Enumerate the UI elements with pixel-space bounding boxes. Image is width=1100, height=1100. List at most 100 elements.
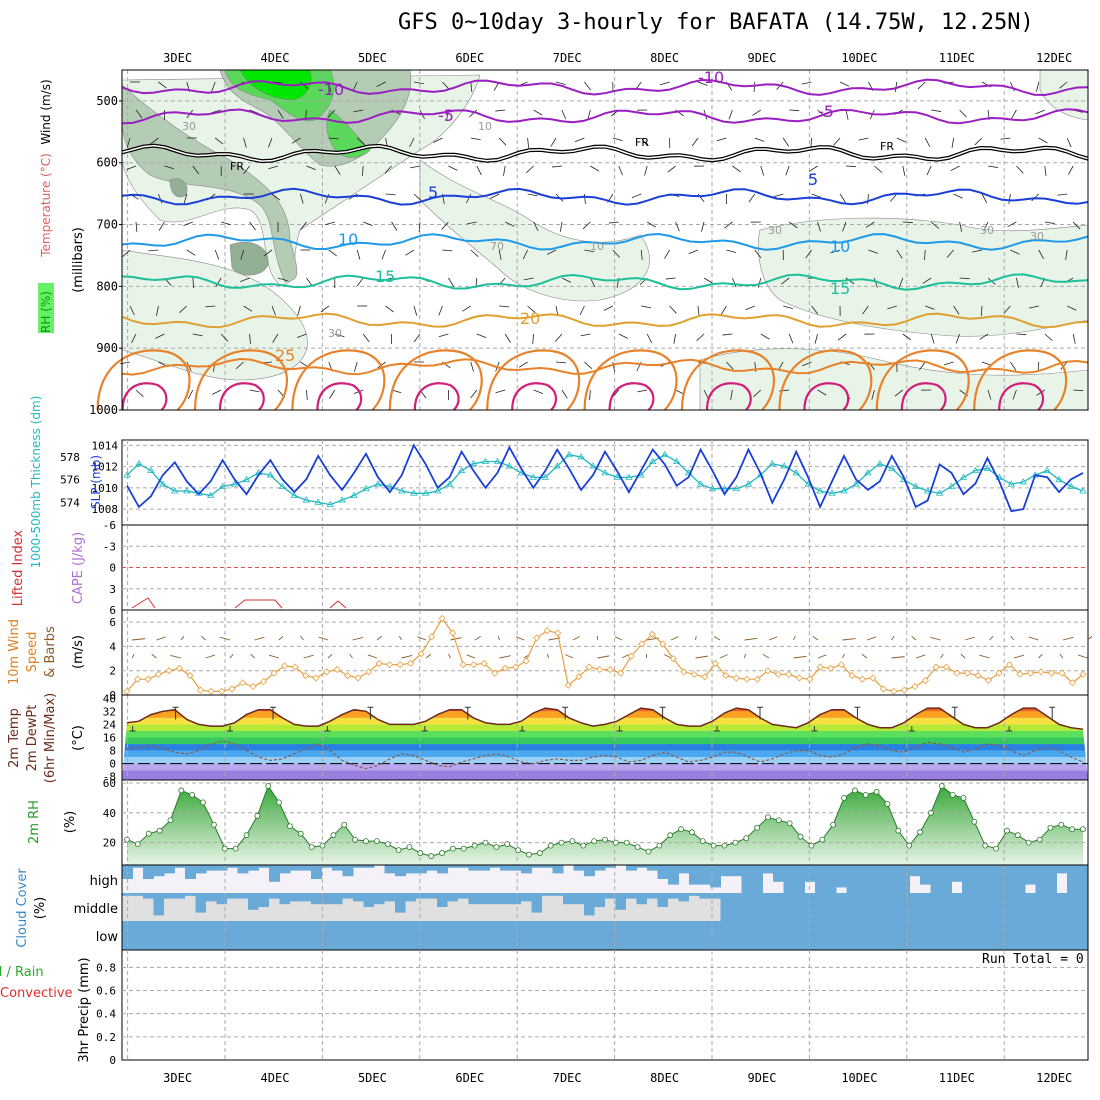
wind-barb (499, 305, 510, 308)
wind-barb (889, 193, 898, 202)
wind-barb (384, 165, 392, 174)
wind-barb (413, 193, 422, 201)
wind-barb (1067, 165, 1074, 175)
wind-barb (1044, 165, 1047, 176)
cloud-high-cell (983, 865, 994, 893)
wind-barb (902, 333, 912, 341)
wind-barb (192, 277, 195, 288)
cloud-high-cell (573, 865, 585, 871)
wind-speed-marker (795, 674, 803, 682)
x-tick-label-bottom: 11DEC (939, 1071, 975, 1085)
contour-label: -5 (438, 106, 454, 125)
wind-barb (515, 636, 525, 641)
wind-barb (924, 137, 931, 148)
rh-marker (873, 789, 880, 795)
rh-marker (254, 812, 261, 819)
contour-25-loop (583, 349, 678, 411)
wind-barb (250, 653, 255, 659)
wind-barb (703, 389, 709, 400)
wind-barb (584, 193, 586, 204)
cloud-high-cell (153, 865, 165, 877)
x-tick-label-top: 5DEC (358, 51, 387, 65)
thickness-marker (565, 450, 573, 458)
cloud-high-cell (710, 865, 721, 888)
wind-barb (1016, 165, 1024, 174)
rh-shading (121, 69, 1089, 411)
contour-label: -5 (818, 102, 834, 121)
wind-speed-marker (249, 682, 257, 691)
contour-30-loop (705, 382, 752, 411)
cloud-high-cell (668, 865, 679, 885)
wind-barb (1072, 333, 1076, 344)
cloud-middle-cell (1025, 893, 1036, 921)
wind-speed-marker (165, 667, 173, 675)
wind-barb (981, 193, 988, 204)
rh-marker (786, 820, 793, 827)
wind-barb (300, 635, 304, 641)
cloud-middle-cell (605, 893, 616, 899)
thickness-marker (864, 469, 872, 476)
cloud-middle-cell (468, 893, 480, 905)
thickness-marker (708, 484, 717, 492)
wind-barb (158, 81, 167, 89)
wind-barb (926, 165, 932, 176)
cloud-middle-cell (248, 893, 259, 910)
wind-barb (720, 305, 727, 315)
contour-25-loop (486, 349, 581, 411)
cloud-middle-cell (668, 893, 679, 899)
rh-label: 30 (182, 120, 196, 133)
wind-barb (866, 636, 877, 641)
cloud-bg-cell (605, 893, 616, 921)
wind-barb (183, 221, 193, 226)
cloud-middle-cell (815, 893, 826, 921)
axis-label-lifted-index: Lifted Index (11, 529, 26, 606)
cloud-bg-cell (311, 893, 322, 921)
wind-barb (495, 389, 506, 394)
wind-barb (229, 653, 234, 659)
thickness-marker (505, 462, 514, 469)
rh-marker (460, 845, 467, 852)
wind-barb (499, 655, 511, 659)
wind-barb (987, 165, 998, 168)
thickness-marker (242, 475, 251, 483)
cloud-middle-cell (1077, 893, 1089, 921)
x-tick-label-top: 11DEC (939, 51, 975, 65)
rh-label: 10 (590, 240, 604, 253)
cloud-high-cell (1025, 865, 1036, 885)
wind-barb (156, 305, 159, 316)
cloud-bg-cell (626, 893, 637, 921)
wind-speed-marker (438, 614, 446, 623)
cloud-bg-cell (552, 893, 564, 921)
wind-barb (466, 193, 472, 204)
wind-barb (418, 221, 421, 232)
wind-barb (728, 109, 733, 120)
contour-25-loop (96, 349, 191, 411)
thickness-marker (1007, 480, 1016, 487)
cloud-high-cell (552, 865, 564, 874)
wind-barb (1062, 636, 1074, 641)
wind-barb (917, 81, 926, 90)
rh-marker (699, 838, 706, 845)
wind-barb (644, 165, 648, 176)
wind-barb (219, 636, 231, 641)
wind-barb (466, 654, 476, 659)
wind-barb (221, 221, 231, 226)
wind-speed-marker (638, 640, 646, 648)
rh-marker (1025, 839, 1032, 846)
axis-label-2m-temp: 2m Temp (7, 708, 22, 768)
cloud-high-cell (605, 865, 616, 868)
temp-band (122, 750, 1088, 758)
cloud-high-cell (783, 865, 795, 893)
cloud-high-cell (1077, 865, 1089, 893)
cloud-high-cell (531, 865, 543, 868)
cloud-high-cell (164, 865, 175, 874)
thickness-marker (541, 473, 549, 480)
rh-marker (1004, 827, 1010, 834)
rh-marker (982, 842, 989, 849)
cloud-high-cell (384, 865, 396, 874)
wind-barb (842, 653, 845, 659)
wind-barb (785, 165, 790, 176)
slp-tick-label: 1008 (92, 503, 119, 516)
cloud-high-cell (899, 865, 910, 893)
y-tick-label: 1000 (89, 403, 118, 417)
